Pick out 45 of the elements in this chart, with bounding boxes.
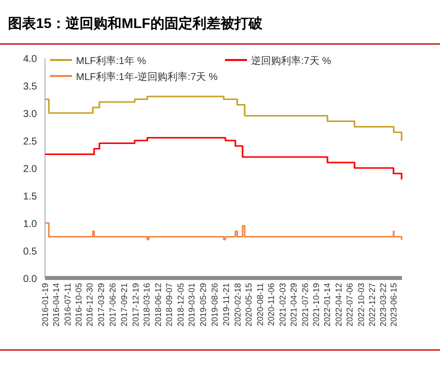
x-tick-label: 2021-04-29	[288, 282, 299, 326]
x-tick-label: 2017-03-29	[96, 282, 106, 326]
x-tick-label: 2022-10-03	[356, 282, 366, 326]
x-tick-label: 2020-02-18	[232, 282, 242, 326]
x-tick-label: 2018-12-05	[176, 282, 186, 326]
x-tick-label: 2016-12-30	[84, 282, 95, 326]
x-tick-label: 2020-11-06	[266, 282, 276, 326]
legend-label: MLF利率:1年 %	[76, 55, 146, 67]
y-tick-label: 3.0	[23, 109, 38, 120]
x-tick-label: 2017-06-26	[108, 282, 118, 326]
x-tick-label: 2022-01-14	[322, 282, 332, 326]
x-tick-label: 2016-01-19	[40, 282, 50, 326]
x-tick-label: 2018-09-07	[164, 282, 174, 326]
x-tick-label: 2022-07-06	[344, 282, 354, 326]
x-tick-label: 2021-07-26	[300, 282, 310, 326]
x-tick-label: 2019-08-26	[210, 282, 220, 326]
x-tick-label: 2018-03-16	[142, 282, 152, 326]
x-tick-label: 2016-04-14	[51, 282, 62, 326]
y-tick-label: 0.5	[23, 246, 38, 258]
x-tick-label: 2018-06-12	[152, 282, 163, 326]
x-tick-label: 2020-08-11	[254, 282, 265, 326]
x-tick-label: 2020-05-15	[244, 282, 254, 326]
x-tick-label: 2019-05-29	[198, 282, 208, 326]
legend-label: MLF利率:1年-逆回购利率:7天 %	[76, 71, 218, 83]
x-tick-label: 2016-07-11	[62, 282, 72, 326]
x-tick-label: 2019-11-21	[220, 282, 231, 326]
x-tick-label: 2021-10-19	[310, 282, 321, 326]
y-tick-label: 3.5	[23, 82, 38, 92]
x-tick-label: 2023-03-22	[378, 282, 388, 326]
x-tick-label: 2016-10-05	[74, 282, 84, 326]
x-tick-label: 2017-12-19	[130, 282, 140, 326]
x-tick-label: 2022-12-27	[366, 282, 377, 326]
x-tick-label: 2023-06-15	[388, 282, 399, 326]
x-tick-label: 2019-03-01	[186, 282, 197, 326]
x-tick-label: 2017-09-21	[118, 282, 129, 326]
x-tick-label: 2022-04-12	[333, 282, 344, 326]
y-tick-label: 1.5	[23, 192, 38, 202]
y-tick-label: 2.0	[23, 164, 38, 175]
legend-label: 逆回购利率:7天 %	[251, 55, 332, 67]
y-tick-label: 4.0	[23, 54, 38, 65]
y-tick-label: 1.0	[23, 219, 38, 230]
y-tick-label: 0.0	[23, 274, 38, 285]
chart-title: 图表15：逆回购和MLF的固定利差被打破	[8, 15, 264, 31]
y-tick-label: 2.5	[23, 136, 38, 148]
x-tick-label: 2021-02-03	[278, 282, 288, 326]
